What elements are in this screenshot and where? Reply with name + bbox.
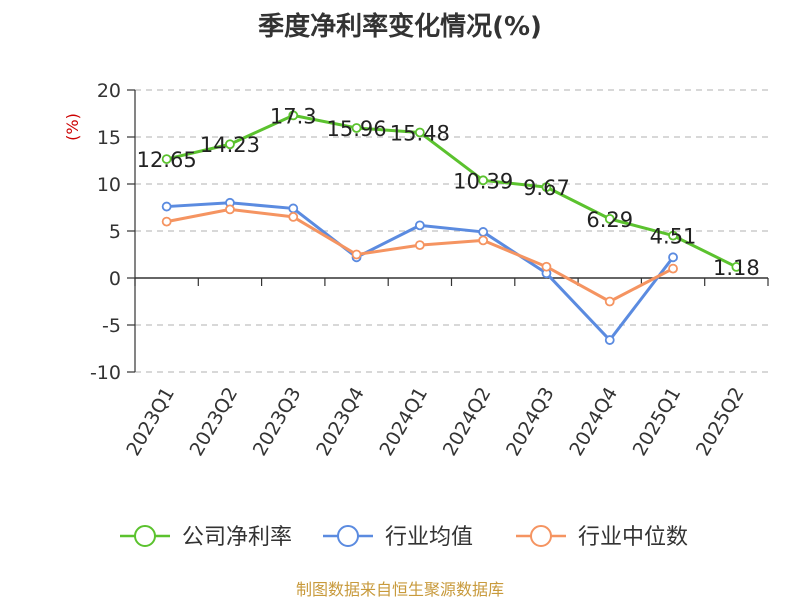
data-point	[541, 182, 552, 193]
data-point	[351, 249, 362, 260]
y-tick-label: 20	[97, 80, 121, 102]
x-tick-label: 2024Q3	[502, 384, 559, 460]
x-tick-label: 2023Q4	[312, 384, 369, 460]
legend: 公司净利率 行业均值 行业中位数	[120, 525, 688, 550]
data-point	[604, 296, 615, 307]
x-tick-label: 2024Q1	[375, 384, 432, 460]
legend-marker	[337, 525, 359, 547]
data-point	[351, 123, 362, 133]
x-tick-label: 2023Q1	[122, 384, 179, 460]
data-point	[668, 263, 678, 274]
source-note: 制图数据来自恒生聚源数据库	[295, 580, 504, 599]
data-label: 15.48	[390, 121, 450, 145]
data-label: 9.67	[523, 176, 570, 200]
data-label: 17.3	[270, 104, 317, 128]
data-label: 14.23	[200, 133, 260, 157]
y-tick-label: 5	[109, 221, 121, 243]
data-point	[541, 261, 552, 272]
legend-label: 行业中位数	[578, 525, 688, 550]
data-label: 4.51	[650, 225, 697, 249]
data-label: 1.18	[713, 256, 760, 280]
x-tick-label: 2024Q4	[565, 384, 622, 460]
y-tick-label: -5	[102, 315, 121, 337]
x-tick-label: 2024Q2	[439, 384, 496, 460]
x-tick-label: 2023Q2	[186, 384, 243, 460]
y-axis: -10 -5 0 5 10 15 20 (%)	[63, 80, 136, 384]
data-point	[161, 216, 172, 227]
data-point	[288, 211, 299, 222]
y-tick-label: 0	[109, 268, 121, 290]
data-point	[161, 154, 172, 164]
data-point	[668, 252, 678, 263]
data-point	[288, 110, 299, 121]
data-point	[604, 335, 615, 345]
legend-label: 公司净利率	[182, 525, 292, 550]
y-tick-label: -10	[90, 362, 121, 384]
data-point	[668, 230, 678, 241]
data-point	[731, 262, 742, 272]
x-tick-label: 2025Q1	[629, 384, 686, 460]
x-axis: 2023Q1 2023Q2 2023Q3 2023Q4 2024Q1 2024Q2 2024…	[122, 277, 769, 460]
x-tick-label: 2025Q2	[692, 384, 749, 460]
data-point	[161, 201, 172, 212]
data-point	[478, 235, 489, 246]
data-label: 15.96	[326, 117, 386, 141]
series-line-0	[166, 113, 738, 269]
legend-marker	[530, 525, 552, 547]
data-point	[225, 204, 235, 215]
y-tick-label: 10	[97, 174, 121, 196]
chart-title: 季度净利率变化情况(%)	[258, 12, 542, 42]
series-group	[161, 110, 742, 345]
data-point	[414, 240, 425, 251]
data-point	[288, 203, 299, 214]
data-point	[414, 127, 425, 138]
data-label: 12.65	[137, 148, 197, 172]
x-tick-label: 2023Q3	[249, 384, 306, 460]
data-label: 6.29	[586, 208, 633, 232]
data-point	[225, 139, 235, 150]
data-point	[478, 227, 489, 237]
data-point	[414, 220, 425, 231]
y-tick-label: 15	[97, 127, 121, 149]
data-point	[478, 175, 489, 186]
data-label: 10.39	[453, 169, 513, 193]
data-point	[604, 213, 615, 224]
legend-marker	[134, 525, 156, 547]
y-axis-label: (%)	[63, 113, 82, 141]
legend-label: 行业均值	[385, 525, 473, 550]
